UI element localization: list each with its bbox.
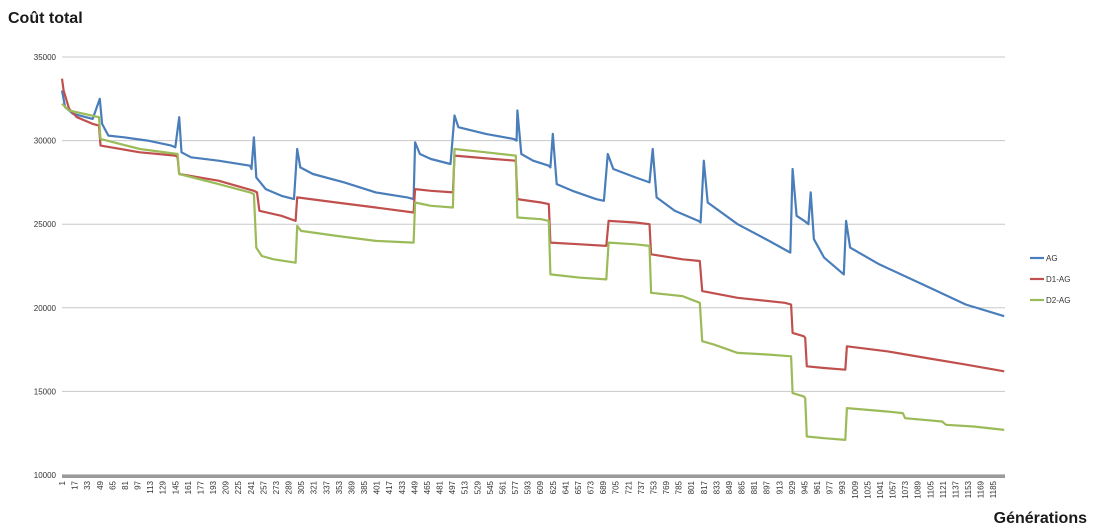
x-axis-ticks: 1 17 33 49 65 81 97 113 129 145 161 177 193 209 225 241… (58, 480, 998, 498)
x-tick-label: 817 (700, 480, 709, 494)
x-tick-label: 433 (398, 480, 407, 494)
x-tick-label: 993 (838, 480, 847, 494)
x-tick-label: 97 (134, 480, 143, 489)
x-tick-label: 225 (234, 480, 243, 494)
x-tick-label: 865 (738, 480, 747, 494)
x-tick-label: 257 (259, 480, 268, 494)
y-tick-label: 15000 (34, 387, 57, 396)
x-tick-label: 785 (675, 480, 684, 494)
x-tick-label: 945 (800, 480, 809, 494)
x-tick-label: 881 (750, 480, 759, 494)
x-tick-label: 705 (612, 480, 621, 494)
y-tick-label: 30000 (34, 137, 57, 146)
x-tick-label: 929 (788, 480, 797, 494)
x-tick-label: 273 (272, 480, 281, 494)
x-tick-label: 1089 (914, 480, 923, 498)
legend-label-d1-ag: D1-AG (1046, 275, 1070, 284)
x-tick-label: 593 (524, 480, 533, 494)
x-tick-label: 145 (171, 480, 180, 494)
x-tick-label: 753 (649, 480, 658, 494)
x-tick-label: 385 (360, 480, 369, 494)
x-tick-label: 113 (146, 480, 155, 493)
x-tick-label: 737 (637, 480, 646, 494)
x-tick-label: 497 (448, 480, 457, 494)
x-tick-label: 721 (624, 480, 633, 494)
y-tick-label: 10000 (34, 471, 57, 480)
x-tick-label: 977 (826, 480, 835, 494)
y-axis-ticks: 10000 15000 20000 25000 30000 35000 (34, 53, 57, 480)
x-tick-label: 337 (322, 480, 331, 494)
x-tick-label: 1009 (851, 480, 860, 498)
legend: AG D1-AG D2-AG (1030, 254, 1070, 305)
x-tick-label: 177 (196, 480, 205, 494)
x-tick-label: 1057 (889, 480, 898, 498)
x-tick-label: 913 (775, 480, 784, 494)
x-tick-label: 641 (561, 480, 570, 494)
x-tick-label: 65 (108, 480, 117, 489)
x-tick-label: 609 (536, 480, 545, 494)
x-tick-label: 321 (310, 480, 319, 494)
x-tick-label: 465 (423, 480, 432, 494)
x-tick-label: 1105 (926, 480, 935, 498)
x-tick-label: 833 (712, 480, 721, 494)
x-tick-label: 1169 (977, 480, 986, 498)
x-axis-title: Générations (993, 510, 1087, 527)
x-tick-label: 17 (71, 480, 80, 489)
x-tick-label: 209 (222, 480, 231, 494)
x-tick-label: 513 (461, 480, 470, 494)
x-tick-label: 897 (763, 480, 772, 494)
x-tick-label: 577 (511, 480, 520, 494)
x-tick-label: 49 (96, 480, 105, 489)
legend-label-d2-ag: D2-AG (1046, 296, 1070, 305)
x-tick-label: 1185 (989, 480, 998, 498)
series-line-ag (60, 90, 1005, 318)
x-tick-label: 161 (184, 480, 193, 494)
x-tick-label: 529 (473, 480, 482, 494)
x-tick-label: 449 (410, 480, 419, 494)
x-tick-label: 1073 (901, 480, 910, 498)
x-tick-label: 1153 (964, 480, 973, 498)
series-line-d1-ag (60, 78, 1005, 373)
legend-label-ag: AG (1046, 254, 1058, 263)
x-tick-label: 657 (574, 480, 583, 494)
y-tick-label: 35000 (34, 53, 57, 62)
x-tick-label: 1 (58, 480, 67, 485)
x-tick-label: 481 (436, 480, 445, 494)
x-tick-label: 241 (247, 480, 256, 494)
x-tick-label: 401 (373, 480, 382, 494)
x-tick-label: 545 (486, 480, 495, 494)
x-tick-label: 769 (662, 480, 671, 494)
x-tick-label: 625 (549, 480, 558, 494)
series-lines (60, 78, 1005, 441)
x-tick-label: 417 (385, 480, 394, 494)
x-tick-label: 289 (285, 480, 294, 494)
x-tick-label: 849 (725, 480, 734, 494)
x-tick-label: 689 (599, 480, 608, 494)
grid-lines (62, 56, 1005, 476)
x-tick-label: 353 (335, 480, 344, 494)
x-tick-label: 1041 (876, 480, 885, 498)
x-tick-label: 81 (121, 480, 130, 489)
x-axis (62, 475, 1005, 478)
x-tick-label: 193 (209, 480, 218, 494)
y-tick-label: 20000 (34, 304, 57, 313)
x-tick-label: 561 (498, 480, 507, 494)
x-tick-label: 129 (159, 480, 168, 494)
x-tick-label: 1121 (939, 480, 948, 498)
x-tick-label: 1025 (863, 480, 872, 498)
y-tick-label: 25000 (34, 220, 57, 229)
x-tick-label: 305 (297, 480, 306, 494)
x-tick-label: 369 (347, 480, 356, 494)
x-tick-label: 961 (813, 480, 822, 494)
x-tick-label: 33 (83, 480, 92, 489)
y-axis-title: Coût total (8, 10, 83, 27)
x-axis-line (62, 475, 1005, 478)
x-tick-label: 801 (687, 480, 696, 494)
x-tick-label: 1137 (951, 480, 960, 498)
x-tick-label: 673 (587, 480, 596, 494)
series-line-d2-ag (61, 102, 1005, 441)
